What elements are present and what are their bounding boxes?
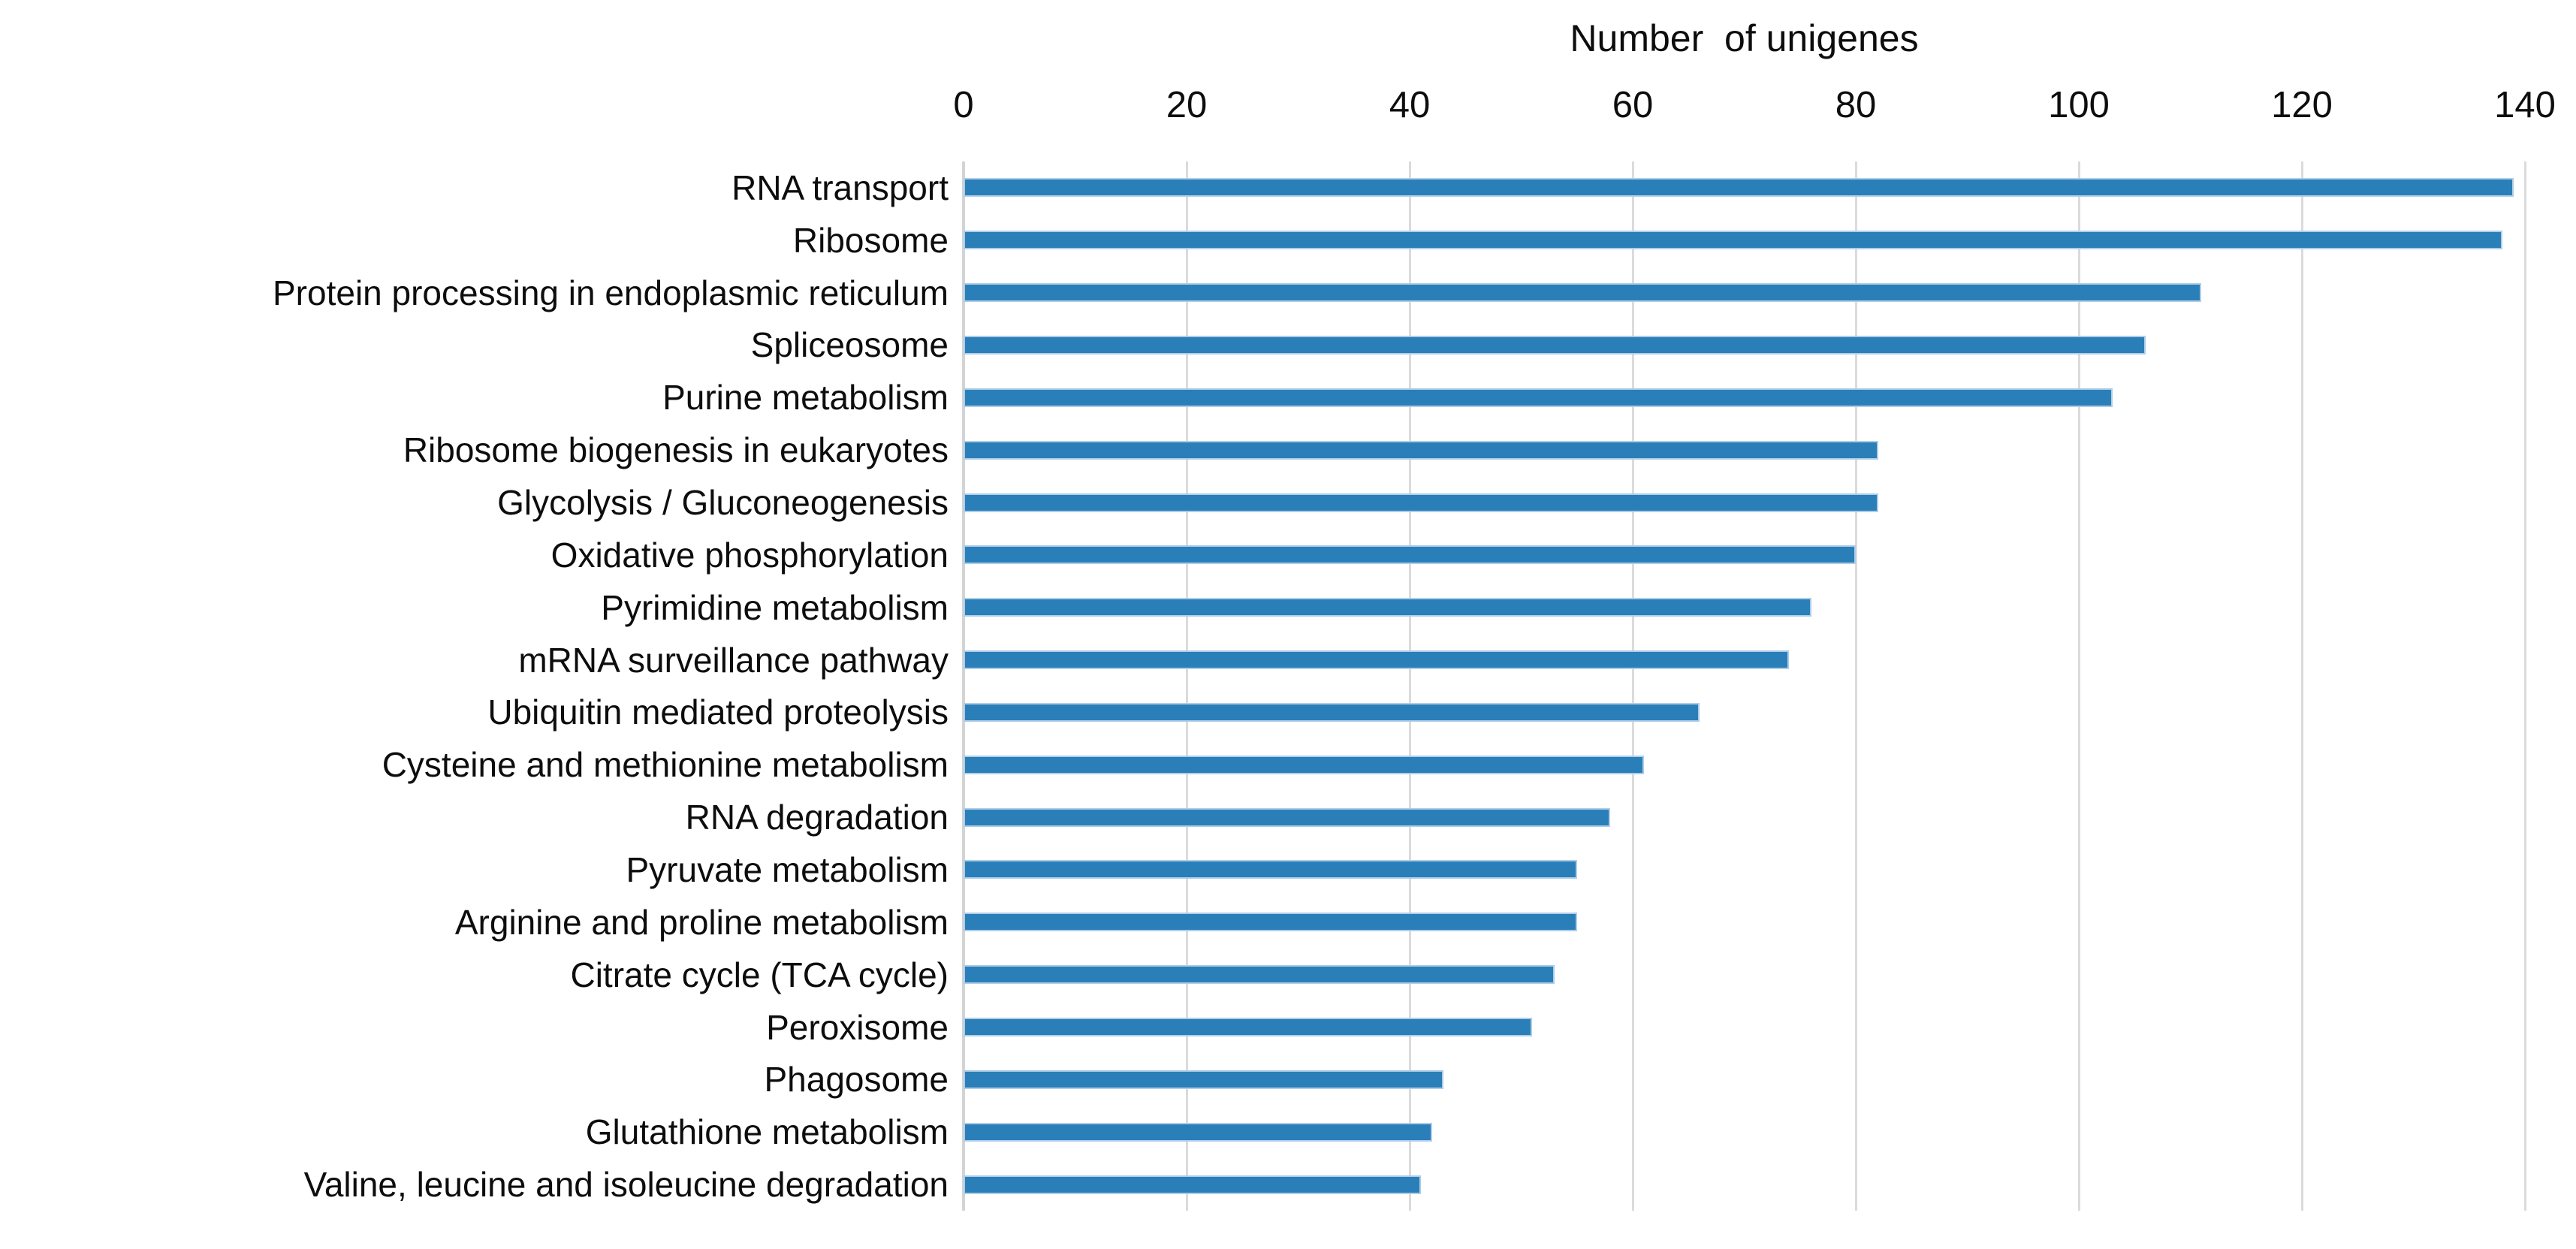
bar-9 <box>964 598 1811 617</box>
bar-6 <box>964 440 1878 460</box>
category-label: Protein processing in endoplasmic reticu… <box>273 273 949 312</box>
gridline-100 <box>2077 161 2080 1211</box>
bar-10 <box>964 650 1789 670</box>
gridline-80 <box>1854 161 1857 1211</box>
category-label: Ribosome biogenesis in eukaryotes <box>403 430 949 470</box>
bar-15 <box>964 913 1577 932</box>
x-axis-title: Number of unigenes <box>1570 17 1919 59</box>
bar-20 <box>964 1175 1421 1194</box>
category-label: Pyrimidine metabolism <box>601 587 949 627</box>
category-label: Ubiquitin mediated proteolysis <box>487 692 949 732</box>
category-label: Cysteine and methionine metabolism <box>382 745 949 785</box>
x-axis-tick-label: 80 <box>1835 85 1877 125</box>
x-axis-tick-label: 0 <box>953 85 974 125</box>
bar-14 <box>964 860 1577 879</box>
category-label: Purine metabolism <box>662 378 949 418</box>
bar-16 <box>964 965 1555 985</box>
category-label: Oxidative phosphorylation <box>550 535 949 575</box>
gridline-20 <box>1185 161 1188 1211</box>
x-axis-tick-label: 120 <box>2271 85 2333 125</box>
category-label: Valine, leucine and isoleucine degradati… <box>303 1165 949 1205</box>
bar-3 <box>964 283 2202 303</box>
x-axis-tick-label: 100 <box>2048 85 2110 125</box>
category-label: Phagosome <box>764 1060 949 1100</box>
bar-2 <box>964 231 2503 250</box>
category-label: Peroxisome <box>766 1007 949 1047</box>
x-axis-tick-label: 40 <box>1389 85 1431 125</box>
bar-13 <box>964 807 1611 827</box>
bar-17 <box>964 1018 1533 1037</box>
category-label: RNA degradation <box>685 798 949 837</box>
bar-11 <box>964 702 1700 722</box>
category-label: Glutathione metabolism <box>585 1112 949 1152</box>
bar-12 <box>964 755 1644 774</box>
category-label: Arginine and proline metabolism <box>454 902 949 942</box>
gridline-40 <box>1408 161 1411 1211</box>
category-label: RNA transport <box>731 167 949 207</box>
category-label: Citrate cycle (TCA cycle) <box>570 955 949 994</box>
x-axis-tick-label: 140 <box>2494 85 2556 125</box>
category-label: Glycolysis / Gluconeogenesis <box>497 483 949 523</box>
bar-18 <box>964 1069 1443 1089</box>
bar-7 <box>964 493 1878 512</box>
gridline-120 <box>2300 161 2303 1211</box>
category-label: Ribosome <box>792 220 949 260</box>
bar-4 <box>964 335 2146 354</box>
gridline-140 <box>2523 161 2526 1211</box>
bar-1 <box>964 178 2514 198</box>
x-axis-tick-label: 60 <box>1612 85 1654 125</box>
category-label: mRNA surveillance pathway <box>518 640 949 680</box>
y-axis-line <box>962 161 965 1211</box>
gridline-60 <box>1631 161 1634 1211</box>
category-label: Pyruvate metabolism <box>626 849 949 889</box>
category-label: Spliceosome <box>750 325 949 365</box>
bar-19 <box>964 1122 1432 1142</box>
bar-5 <box>964 388 2113 407</box>
x-axis-tick-label: 20 <box>1166 85 1208 125</box>
bar-8 <box>964 545 1856 565</box>
